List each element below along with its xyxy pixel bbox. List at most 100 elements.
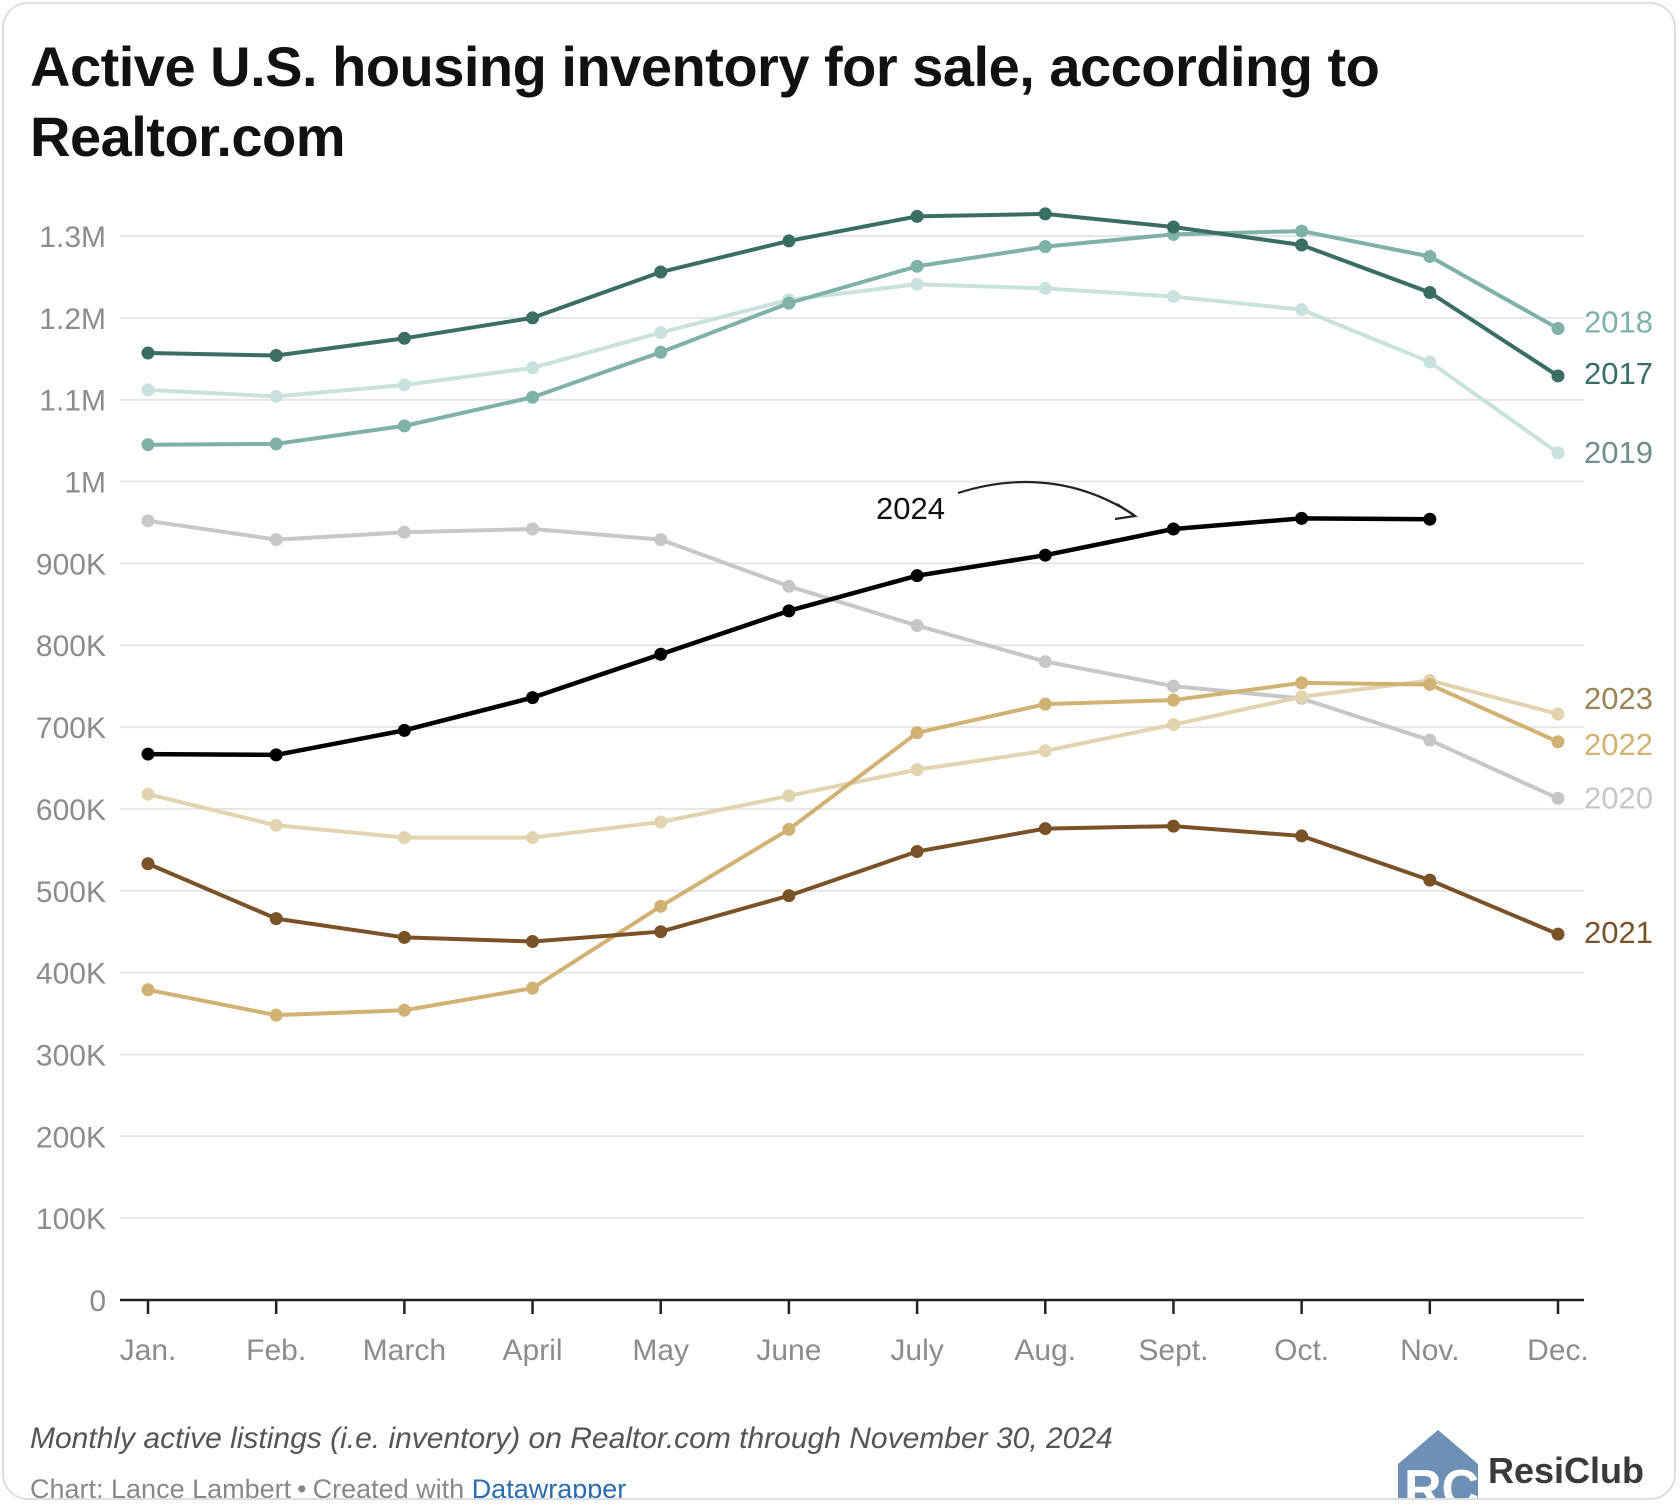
data-point-2024 xyxy=(1038,548,1052,562)
data-point-2017 xyxy=(397,331,411,345)
data-point-2017 xyxy=(910,209,924,223)
data-point-2018 xyxy=(1038,240,1052,254)
data-point-2019 xyxy=(141,383,155,397)
y-tick-label: 700K xyxy=(36,712,106,745)
data-point-2024 xyxy=(526,691,540,705)
series-line-2023 xyxy=(146,678,1560,840)
data-point-2018 xyxy=(782,296,796,310)
x-tick-label: Nov. xyxy=(1400,1334,1459,1367)
datawrapper-link[interactable]: Datawrapper xyxy=(471,1474,627,1500)
data-point-2018 xyxy=(1295,224,1309,238)
y-tick-label: 300K xyxy=(36,1039,106,1072)
data-point-2017 xyxy=(141,346,155,360)
data-point-2024 xyxy=(910,569,924,583)
series-end-labels: 2020 2019 2018 2017 2023 2022 2021 xyxy=(1584,304,1653,950)
data-point-2020 xyxy=(782,579,796,593)
y-tick-label: 200K xyxy=(36,1121,106,1154)
x-tick-label: July xyxy=(890,1334,943,1367)
data-point-2023 xyxy=(1038,744,1052,758)
annotation-2024: 2024 xyxy=(876,480,1138,526)
x-tick-label: April xyxy=(503,1334,563,1367)
series-line-2017 xyxy=(146,211,1560,378)
series-label-2020: 2020 xyxy=(1584,780,1653,815)
data-point-2018 xyxy=(910,259,924,273)
series-2023 xyxy=(141,673,1565,845)
annotation-arrow xyxy=(957,480,1135,516)
data-point-2021 xyxy=(141,857,155,871)
data-point-2020 xyxy=(654,533,668,547)
data-point-2023 xyxy=(1551,707,1565,721)
data-point-2017 xyxy=(1166,220,1180,234)
data-point-2020 xyxy=(269,533,283,547)
series-label-2021: 2021 xyxy=(1584,915,1653,950)
data-point-2023 xyxy=(654,815,668,829)
data-point-2020 xyxy=(397,525,411,539)
data-point-2019 xyxy=(1038,281,1052,295)
data-point-2022 xyxy=(1551,735,1565,749)
series-line-2024 xyxy=(145,516,1433,758)
resiclub-logo: RC ResiClub xyxy=(1392,1424,1662,1500)
series-2021 xyxy=(141,819,1565,949)
data-point-2023 xyxy=(782,789,796,803)
data-point-2021 xyxy=(910,844,924,858)
data-point-2019 xyxy=(1551,446,1565,460)
data-point-2018 xyxy=(397,419,411,433)
gridlines xyxy=(120,235,1584,1220)
y-tick-label: 800K xyxy=(36,630,106,663)
series-2022 xyxy=(141,676,1565,1022)
data-point-2022 xyxy=(654,899,668,913)
data-point-2018 xyxy=(269,437,283,451)
y-tick-label: 400K xyxy=(36,958,106,991)
chart-title: Active U.S. housing inventory for sale, … xyxy=(30,35,1380,168)
series-label-2019: 2019 xyxy=(1584,435,1653,470)
data-point-2021 xyxy=(1423,873,1437,887)
data-point-2024 xyxy=(141,747,155,761)
x-axis-labels: Jan. Feb. March April May June July Aug. Sept. Oc… xyxy=(120,1334,1589,1367)
data-point-2017 xyxy=(782,234,796,248)
series-line-2022 xyxy=(146,680,1560,1018)
data-point-2019 xyxy=(526,361,540,375)
data-point-2023 xyxy=(269,818,283,832)
svg-text:RC: RC xyxy=(1404,1460,1479,1500)
x-tick-label: Dec. xyxy=(1527,1334,1589,1367)
data-point-2022 xyxy=(782,822,796,836)
data-point-2021 xyxy=(1166,819,1180,833)
data-point-2024 xyxy=(654,647,668,661)
resiclub-logo-mark: RC xyxy=(1398,1430,1479,1500)
x-tick-label: Sept. xyxy=(1138,1334,1208,1367)
data-point-2024 xyxy=(397,723,411,737)
y-tick-label: 0 xyxy=(89,1285,106,1318)
series-2017 xyxy=(141,207,1565,383)
data-point-2018 xyxy=(654,345,668,359)
data-point-2021 xyxy=(1038,822,1052,836)
data-point-2021 xyxy=(1295,829,1309,843)
data-point-2017 xyxy=(526,311,540,325)
data-point-2020 xyxy=(1551,791,1565,805)
data-point-2020 xyxy=(1038,655,1052,669)
data-point-2022 xyxy=(1038,697,1052,711)
data-point-2022 xyxy=(397,1003,411,1017)
y-tick-label: 600K xyxy=(36,794,106,827)
y-tick-label: 500K xyxy=(36,876,106,909)
series-2024 xyxy=(141,511,1437,762)
credit-separator: • xyxy=(297,1474,307,1500)
data-point-2024 xyxy=(1423,512,1437,526)
data-point-2019 xyxy=(1166,290,1180,304)
data-point-2023 xyxy=(397,831,411,845)
data-point-2017 xyxy=(1551,369,1565,383)
data-point-2018 xyxy=(141,438,155,452)
series-line-2018 xyxy=(146,229,1560,447)
data-point-2017 xyxy=(654,265,668,279)
data-point-2024 xyxy=(1295,511,1309,525)
y-tick-label: 100K xyxy=(36,1203,106,1236)
series-line-2019 xyxy=(146,282,1560,455)
data-point-2019 xyxy=(1295,303,1309,317)
data-point-2023 xyxy=(910,763,924,777)
data-point-2021 xyxy=(269,912,283,926)
data-point-2023 xyxy=(141,787,155,801)
data-point-2022 xyxy=(1295,676,1309,690)
y-tick-label: 1M xyxy=(64,467,106,500)
data-point-2022 xyxy=(1423,678,1437,692)
x-tick-label: Jan. xyxy=(120,1334,177,1367)
